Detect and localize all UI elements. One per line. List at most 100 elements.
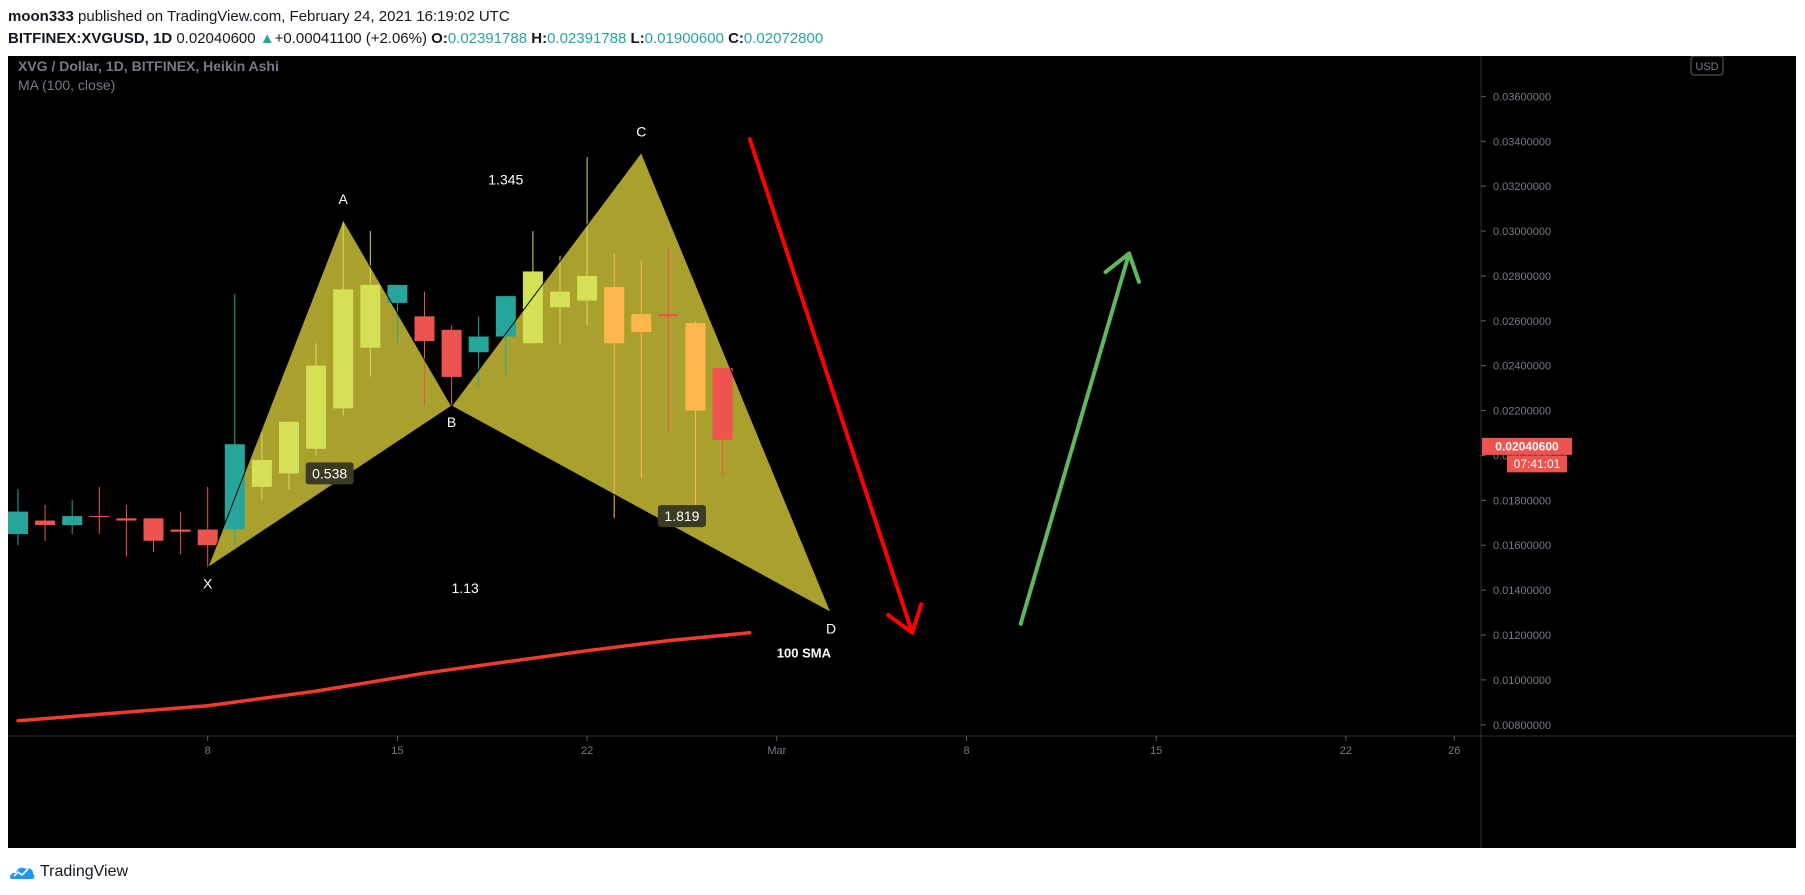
pattern-point-label: B: [447, 414, 456, 430]
candle-body: [658, 314, 679, 317]
close-value: 0.02072800: [743, 30, 824, 47]
series-title: XVG / Dollar, 1D, BITFINEX, Heikin Ashi: [18, 58, 279, 74]
y-tick-label: 0.01400000: [1493, 585, 1551, 597]
ratio-label: 1.819: [664, 508, 699, 524]
pattern-labels: X A B C D 0.538 1.345 1.819 1.13 100 SMA: [203, 124, 836, 661]
pattern-outline-line: [207, 151, 832, 614]
y-tick-label: 0.02800000: [1493, 271, 1551, 283]
footer-brand[interactable]: TradingView: [40, 863, 129, 880]
symbol-label[interactable]: BITFINEX:XVGUSD, 1D: [8, 30, 173, 47]
pattern-point-label: X: [203, 576, 213, 592]
candle-body: [224, 444, 245, 530]
open-value: 0.02391788: [447, 30, 528, 47]
ratio-box: [305, 462, 354, 485]
x-tick-label: 26: [1448, 745, 1460, 757]
low-value: 0.01900600: [644, 30, 724, 47]
candles-layer: [8, 156, 733, 568]
candle-body: [441, 329, 462, 377]
sma-annotation: 100 SMA: [777, 645, 832, 660]
candle-body: [387, 284, 408, 303]
x-tick-label: 15: [1150, 745, 1162, 757]
y-tick-label: 0.03400000: [1493, 136, 1551, 148]
candle-body: [495, 296, 516, 337]
down-arrow-head: [886, 602, 924, 635]
y-tick-label: 0.02400000: [1493, 361, 1551, 373]
y-tick-label: 0.01600000: [1493, 540, 1551, 552]
publish-line: moon333 published on TradingView.com, Fe…: [8, 6, 1788, 28]
chart-area[interactable]: X A B C D 0.538 1.345 1.819 1.13 100 SMA 0.008000…: [8, 55, 1796, 848]
candle-body: [414, 316, 435, 342]
pattern-point-label: C: [636, 124, 646, 140]
publish-info: published on TradingView.com, February 2…: [73, 8, 510, 25]
candle-body: [62, 516, 83, 526]
harmonic-pattern[interactable]: [207, 152, 831, 613]
pattern-outline: [207, 151, 832, 614]
y-tick-label: 0.01000000: [1493, 675, 1551, 687]
candle-body: [116, 518, 137, 521]
candle-body: [631, 314, 652, 333]
chart-header: moon333 published on TradingView.com, Fe…: [8, 6, 1788, 50]
ratio-box: [657, 505, 706, 528]
candle-body: [89, 516, 110, 518]
high-value: 0.02391788: [547, 30, 627, 47]
candle-body: [577, 275, 598, 301]
candle-body: [712, 367, 733, 440]
candle-body: [550, 291, 570, 308]
candle-body: [35, 520, 56, 526]
price-change: +0.00041100 (+2.06%): [274, 30, 427, 47]
y-tick-label: 0.01800000: [1493, 495, 1551, 507]
y-tick-label: 0.02200000: [1493, 406, 1551, 418]
candle-body: [604, 287, 625, 344]
price-tag-bg: [1482, 437, 1572, 455]
publisher-name[interactable]: moon333: [8, 8, 74, 25]
y-tick-label: 0.02600000: [1493, 316, 1551, 328]
x-tick-label: 22: [581, 745, 593, 757]
candle-body: [170, 529, 191, 532]
y-tick-label: 0.03200000: [1493, 181, 1551, 193]
tradingview-logo-icon: [10, 867, 35, 879]
pattern-point-label: A: [339, 191, 349, 207]
candle-body: [143, 518, 164, 541]
ratio-label: 1.345: [488, 171, 523, 187]
pattern-point-label: D: [826, 621, 836, 637]
open-label: O:: [431, 30, 448, 47]
candle-body: [685, 323, 706, 411]
candle-body: [197, 529, 218, 546]
countdown-bg: [1507, 455, 1567, 473]
x-tick-label: 8: [963, 745, 969, 757]
ratio-label: 0.538: [312, 465, 347, 481]
candle-body: [522, 271, 543, 344]
sma-layer: [16, 631, 752, 723]
x-tick-label: Mar: [767, 745, 786, 757]
currency-label: USD: [1695, 61, 1718, 73]
x-tick-label: 22: [1340, 745, 1352, 757]
change-up-icon: ▲: [259, 30, 275, 47]
candle-body: [360, 284, 381, 348]
y-tick-label: 0.01200000: [1493, 630, 1551, 642]
x-tick-label: 15: [391, 745, 403, 757]
candle-body: [306, 365, 327, 449]
ratio-label: 1.13: [452, 580, 479, 596]
arrows-layer[interactable]: [747, 137, 1141, 635]
up-arrow-shaft: [1018, 251, 1132, 626]
price-chart[interactable]: X A B C D 0.538 1.345 1.819 1.13 100 SMA 0.008000…: [8, 55, 1796, 848]
candle-body: [333, 289, 354, 409]
up-arrow-head: [1103, 251, 1141, 284]
indicator-label[interactable]: MA (100, close): [18, 77, 115, 93]
footer: TradingView: [8, 859, 128, 885]
price-tag-value: 0.02040600: [1495, 439, 1559, 453]
low-label: L:: [630, 30, 645, 47]
close-label: C:: [728, 30, 744, 47]
sma-100-line: [16, 631, 752, 723]
bar-countdown: 07:41:01: [1514, 457, 1561, 471]
candle-body: [468, 336, 489, 353]
currency-badge[interactable]: [1690, 55, 1724, 76]
high-label: H:: [531, 30, 548, 47]
y-tick-label: 0.00800000: [1493, 720, 1551, 732]
ohlc-line: BITFINEX:XVGUSD, 1D 0.02040600 ▲+0.00041…: [8, 28, 1788, 50]
x-tick-label: 8: [205, 745, 211, 757]
down-arrow-shaft: [747, 137, 915, 635]
y-tick-label: 0.03600000: [1493, 91, 1551, 103]
candle-body: [251, 459, 272, 487]
y-tick-label: 0.03000000: [1493, 226, 1551, 238]
